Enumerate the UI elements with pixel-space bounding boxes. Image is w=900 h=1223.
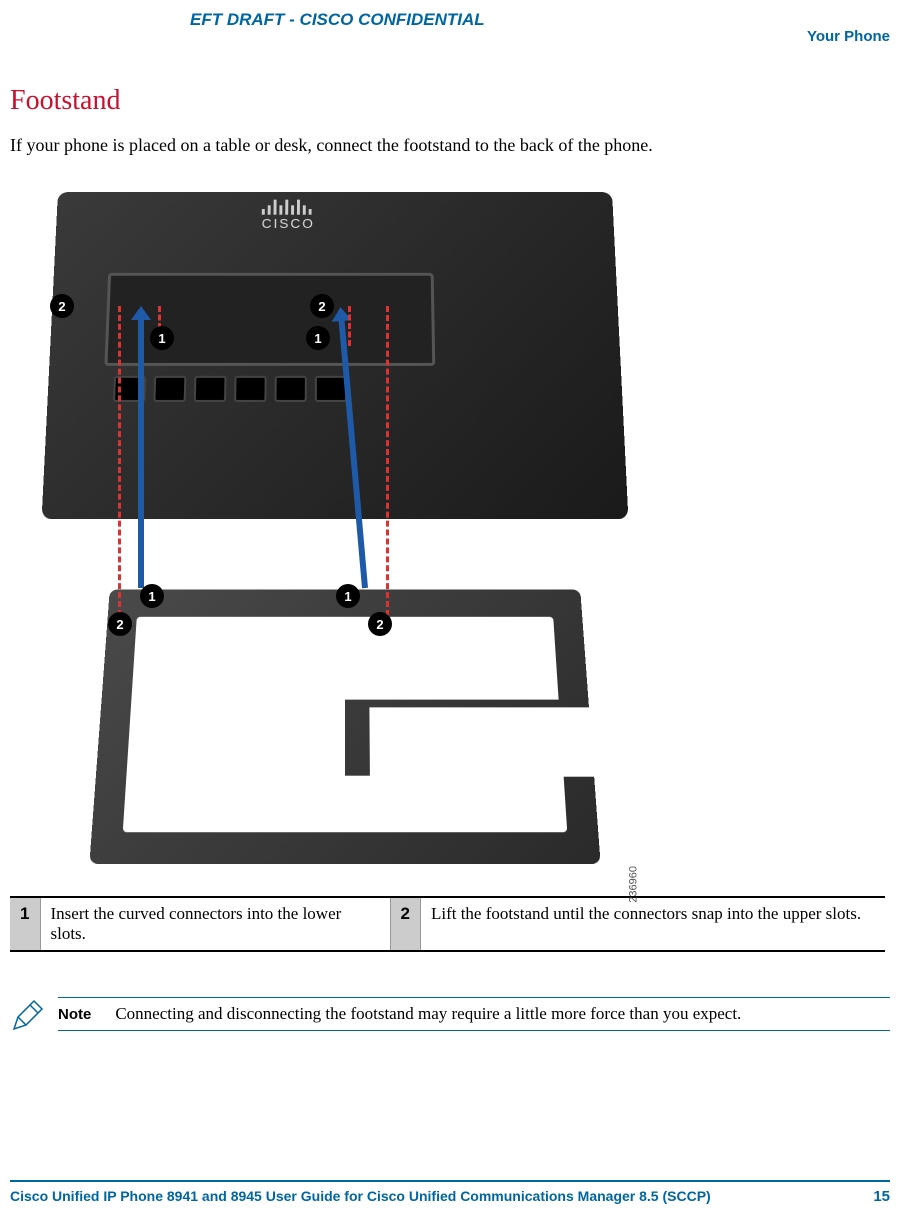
port-row (113, 376, 347, 402)
figure-footstand: CISCO 2 1 2 1 1 2 1 2 236960 (30, 186, 650, 876)
callout-text-2: Lift the footstand until the connectors … (420, 897, 885, 951)
callout-num-1: 1 (10, 897, 40, 951)
cisco-logo-text: CISCO (262, 216, 315, 231)
callout-2-bottom-right: 2 (368, 612, 392, 636)
section-label: Your Phone (807, 28, 890, 45)
note-text: Connecting and disconnecting the footsta… (115, 1004, 741, 1023)
note-label: Note (58, 1006, 91, 1023)
page-footer: Cisco Unified IP Phone 8941 and 8945 Use… (10, 1180, 890, 1205)
intro-text: If your phone is placed on a table or de… (10, 135, 890, 156)
callout-num-2: 2 (390, 897, 420, 951)
note-rule-top (58, 997, 890, 998)
figure-id: 236960 (628, 866, 640, 903)
callout-2-top-left: 2 (50, 294, 74, 318)
footer-title: Cisco Unified IP Phone 8941 and 8945 Use… (10, 1188, 711, 1205)
callout-2-top-right: 2 (310, 294, 334, 318)
callout-1-bottom-right: 1 (336, 584, 360, 608)
table-row: 1 Insert the curved connectors into the … (10, 897, 885, 951)
callout-text-1: Insert the curved connectors into the lo… (40, 897, 390, 951)
callout-1-top-left: 1 (150, 326, 174, 350)
footer-page-number: 15 (873, 1188, 890, 1205)
dash-red-left-a (118, 306, 121, 616)
dash-red-right-a (348, 306, 351, 346)
cisco-logo-bars (262, 200, 312, 215)
callout-2-bottom-left: 2 (108, 612, 132, 636)
note-rule-bottom (58, 1030, 890, 1031)
footstand-illustration (89, 590, 600, 864)
callout-table: 1 Insert the curved connectors into the … (10, 896, 885, 952)
pencil-icon (10, 999, 44, 1033)
arrow-blue-left (138, 318, 144, 588)
callout-1-bottom-left: 1 (140, 584, 164, 608)
heading-footstand: Footstand (10, 85, 890, 117)
callout-1-top-right: 1 (306, 326, 330, 350)
dash-red-right-b (386, 306, 389, 616)
note-block: Note Connecting and disconnecting the fo… (10, 997, 890, 1033)
draft-label: EFT DRAFT - CISCO CONFIDENTIAL (190, 10, 485, 30)
phone-back-illustration: CISCO (42, 192, 629, 519)
